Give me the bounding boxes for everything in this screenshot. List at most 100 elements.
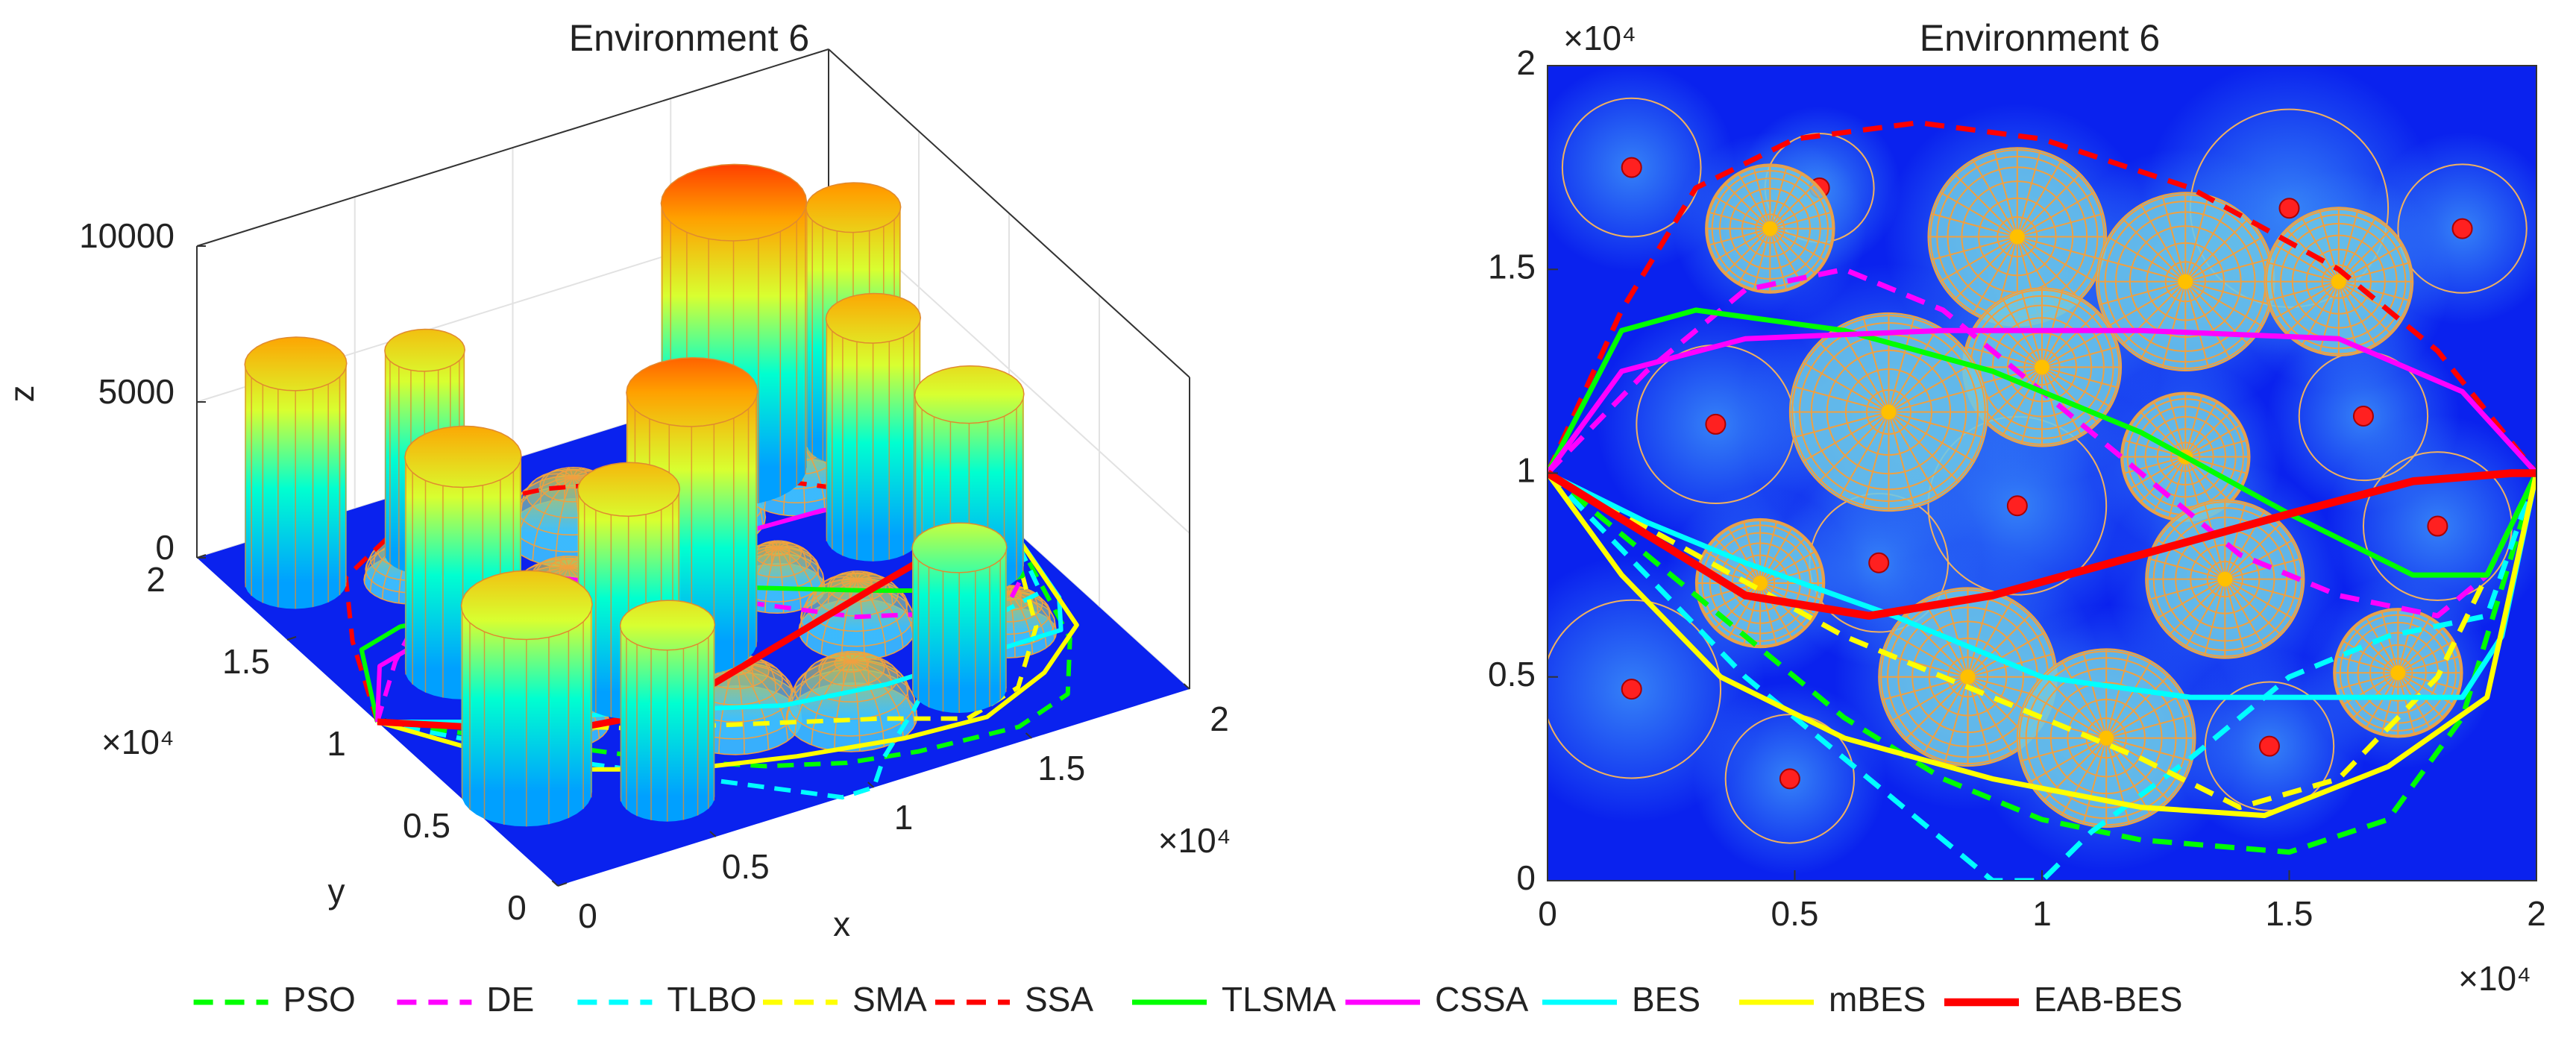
dome-spoke — [2082, 652, 2108, 738]
dome-spoke — [2152, 400, 2187, 458]
dome-spoke — [1888, 411, 1959, 482]
dome-spoke — [2099, 257, 2186, 283]
dome-meridian — [851, 660, 905, 738]
y-exponent: ×10⁴ — [101, 723, 175, 761]
dome-spoke — [2184, 281, 2231, 359]
y-tick-label: 2 — [146, 560, 166, 599]
dome-spoke — [1759, 582, 1823, 601]
cylinder-footprint — [1724, 714, 1856, 844]
x-tick-label: 0 — [578, 896, 597, 935]
dome-top — [2035, 359, 2049, 375]
dome-spoke — [2381, 610, 2399, 673]
x-exponent: ×10⁴ — [1158, 821, 1231, 860]
x-tick-label: 2 — [1210, 699, 1229, 738]
dome-meridian — [520, 473, 574, 513]
dome-meridian — [735, 664, 770, 750]
dome-spoke — [2365, 617, 2399, 673]
y-tick-label: 0 — [1516, 858, 1536, 897]
dome-spoke — [2029, 693, 2107, 739]
x-tick-label: 0.5 — [722, 847, 770, 886]
dome-meridian — [1008, 591, 1057, 630]
dome-spoke — [2123, 456, 2186, 474]
cylinder-top — [805, 182, 902, 233]
dome-spoke — [1888, 362, 1975, 413]
dome-spoke — [2224, 578, 2282, 636]
dome-spoke — [2108, 236, 2186, 283]
dome-spoke — [1769, 228, 1788, 292]
x-exponent: ×10⁴ — [2458, 959, 2531, 998]
dome-meridian — [1008, 591, 1034, 655]
dome-spoke — [2161, 281, 2187, 368]
dome-spoke — [1769, 182, 1817, 230]
dome-spoke — [2041, 327, 2111, 368]
dome-spoke — [2017, 213, 2104, 238]
dome-spoke — [1888, 326, 1939, 413]
dome-spoke — [2338, 228, 2392, 283]
dome-spoke — [1803, 362, 1889, 413]
dome-spoke — [2184, 579, 2226, 648]
dome-top — [2217, 571, 2233, 587]
cylinder-center — [2427, 515, 2448, 537]
dome-spoke — [1890, 632, 1969, 678]
legend-label: PSO — [283, 980, 356, 1019]
box-edge — [196, 48, 829, 247]
x-tick-label: 0 — [1538, 894, 1557, 933]
cylinder-top — [577, 462, 681, 517]
dome-spoke — [1793, 386, 1889, 413]
dome-meridian — [777, 547, 802, 610]
dome-meridian — [856, 579, 904, 648]
dome-spoke — [2061, 738, 2108, 816]
cylinder-top — [825, 292, 922, 344]
cylinder-center — [1621, 157, 1642, 178]
dome-spoke — [2397, 673, 2416, 735]
dome-top — [1960, 669, 1976, 685]
plot-area — [1548, 66, 2536, 881]
dome-meridian — [856, 573, 893, 606]
path-line — [1548, 469, 2536, 620]
dome-spoke — [1888, 412, 1939, 498]
dome-spoke — [2285, 280, 2340, 335]
dome-spoke — [1967, 591, 1992, 678]
dome-spoke — [2224, 522, 2282, 580]
cylinder-center — [2278, 198, 2300, 219]
dome-top — [2099, 730, 2114, 746]
dome-spoke — [2352, 626, 2399, 673]
dome-spoke — [2274, 280, 2340, 320]
cylinder-footprint — [2204, 681, 2335, 811]
y-tick-label: 1 — [1516, 451, 1536, 490]
dome-spoke — [2184, 281, 2210, 368]
dome-spoke — [2319, 281, 2340, 353]
chart-title: Environment 6 — [569, 17, 809, 59]
dome-spoke — [1888, 342, 1959, 413]
dome-spoke — [2203, 579, 2226, 656]
dome-spoke — [2266, 280, 2340, 302]
dome-spoke — [2266, 261, 2340, 283]
dome-spoke — [2041, 367, 2064, 444]
dome-spoke — [2397, 610, 2416, 673]
dome-meridian — [539, 469, 574, 504]
y-tick-label: 0.5 — [1488, 655, 1536, 694]
dome-spoke — [2105, 652, 2131, 738]
dome-spoke — [1939, 191, 2018, 238]
dome-spoke — [2148, 558, 2225, 580]
dome-spoke — [1724, 227, 1771, 275]
y-tick-label: 0 — [507, 888, 527, 927]
dome-spoke — [2301, 217, 2340, 283]
dome-spoke — [1838, 326, 1890, 413]
dome-spoke — [2043, 674, 2107, 739]
dome-meridian — [818, 653, 852, 688]
dome-spoke — [2020, 367, 2043, 444]
dome-top — [2178, 274, 2193, 289]
dome-meridian — [555, 477, 574, 567]
dome-spoke — [1714, 227, 1771, 262]
dome-spoke — [2167, 394, 2187, 457]
dome-spoke — [1803, 411, 1889, 462]
dome-spoke — [1923, 676, 1969, 755]
dome-spoke — [1888, 412, 1915, 508]
dome-spoke — [1993, 150, 2018, 237]
dome-spoke — [2122, 218, 2186, 283]
dome-meridian — [856, 579, 914, 638]
dome-spoke — [2041, 366, 2099, 424]
dome-spoke — [1985, 366, 2043, 424]
path-line — [1548, 120, 2536, 475]
